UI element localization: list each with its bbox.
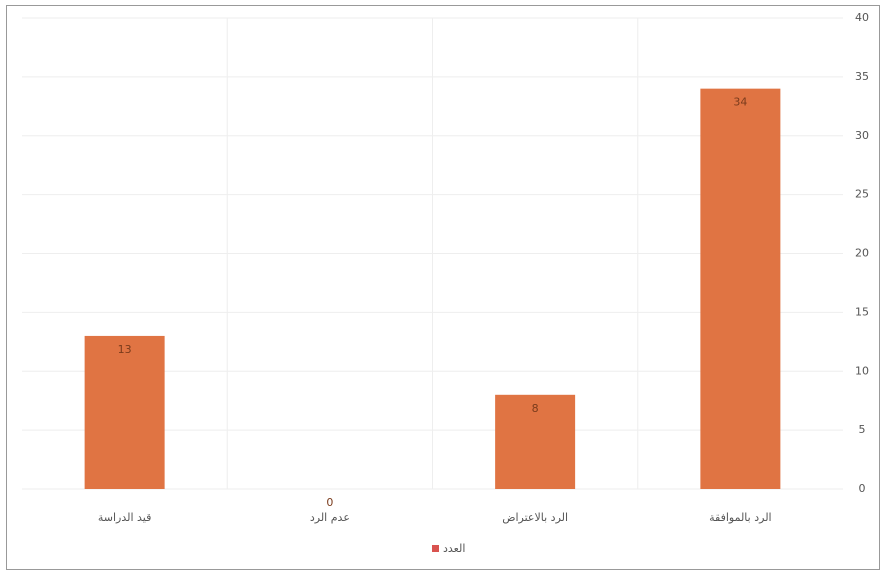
data-label: 8 (532, 402, 539, 415)
data-label: 13 (118, 343, 132, 356)
y-tick-label: 10 (855, 364, 869, 377)
bar (495, 394, 576, 489)
x-tick-label: قيد الدراسة (98, 511, 152, 524)
y-tick-label: 35 (855, 70, 869, 83)
y-tick-label: 20 (855, 247, 869, 260)
y-tick-label: 30 (855, 129, 869, 142)
x-tick-label: عدم الرد (310, 511, 350, 524)
x-tick-label: الرد بالاعتراض (502, 511, 568, 524)
y-tick-label: 15 (855, 305, 869, 318)
legend-swatch (432, 545, 439, 552)
y-tick-label: 5 (859, 423, 866, 436)
y-tick-label: 25 (855, 188, 869, 201)
x-tick-label: الرد بالموافقة (709, 511, 771, 524)
y-tick-label: 0 (859, 482, 866, 495)
bar (700, 88, 781, 490)
legend-label: العدد (443, 542, 465, 555)
data-label: 0 (326, 496, 333, 509)
y-tick-label: 40 (855, 11, 869, 24)
bar (84, 335, 165, 489)
data-label: 34 (733, 96, 747, 109)
